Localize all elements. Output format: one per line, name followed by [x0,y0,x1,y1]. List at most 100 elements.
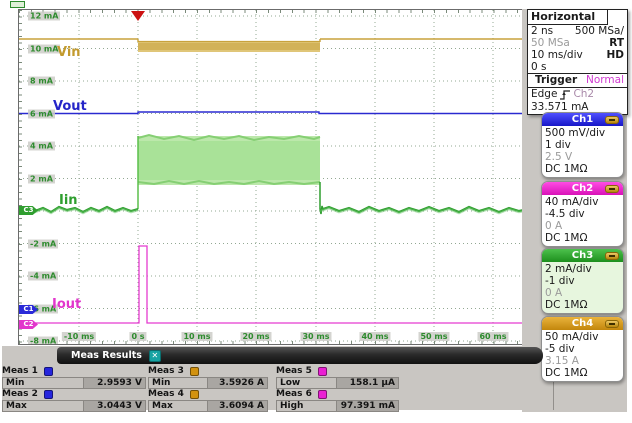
trigger-panel[interactable]: Trigger Normal [528,73,627,88]
ch4-settings: 50 mA/div -5 div 3.15 A DC 1MΩ [542,330,623,381]
ch4-offset: 3.15 A [545,355,579,367]
ch2-position-marker[interactable]: C2 [19,320,38,329]
x-axis-label: 60 ms [477,332,509,341]
top-minor-ticks [19,10,527,13]
ch3-offset: 0 A [545,287,563,299]
meas1-values: Min 2.9593 V [2,377,146,389]
y-axis-label: 2 mA [28,174,55,183]
horizontal-panel[interactable]: Horizontal 2 ns 500 MSa/ 50 MSa RT 10 ms… [527,9,628,115]
ch2-coupling: DC 1MΩ [545,232,588,244]
x-axis-label: 40 ms [359,332,391,341]
corner-marker [10,1,25,8]
meas2-stat: Max [2,400,84,412]
y-axis-label: 10 mA [28,44,61,53]
ch3-coupling: DC 1MΩ [545,299,588,311]
timebase: 10 ms/div [531,49,583,61]
ch3-name: Ch3 [571,250,594,261]
meas3-values: Min 3.5926 A [148,377,268,389]
y-axis-label: -4 mA [28,271,59,281]
trigger-position-marker[interactable] [131,11,145,21]
ch1-menu-icon[interactable] [605,115,619,124]
iout-trace [19,245,527,324]
ch2-menu-icon[interactable] [605,184,619,193]
meas-result-2: Meas 2 Max 3.0443 V [2,389,146,412]
meas4-stat: Max [148,400,208,412]
meas5-name: Meas 5 [276,366,312,376]
channel-panel-ch2[interactable]: Ch2 40 mA/div -4.5 div 0 A DC 1MΩ [541,181,624,247]
meas1-name: Meas 1 [2,366,38,376]
y-axis-label: 8 mA [28,76,55,86]
meas6-stat: High [276,400,337,412]
sample-rate: 500 MSa/ [574,25,624,37]
rising-edge-icon [560,89,571,100]
ch4-coupling: DC 1MΩ [545,367,588,379]
meas3-value: 3.5926 A [208,377,268,389]
tab-meas-results[interactable]: Meas Results ✕ [57,347,171,364]
ch3-menu-icon[interactable] [605,251,619,260]
trigger-level-row: 33.571 mA [528,101,627,114]
effective-rate: 50 MSa [531,37,570,49]
horizontal-row: 10 ms/div HD [528,49,627,61]
ch4-name: Ch4 [571,318,594,329]
meas1-source-icon [43,366,53,376]
ch4-header[interactable]: Ch4 [542,317,623,330]
waveform-display[interactable]: 12 mA 10 mA 8 mA 6 mA 4 mA 2 mA -2 mA -4… [18,9,528,345]
iout-trace-label: Iout [52,297,82,312]
meas4-header: Meas 4 [148,389,268,399]
close-icon[interactable]: ✕ [148,349,161,362]
ch3-settings: 2 mA/div -1 div 0 A DC 1MΩ [542,262,623,313]
ch4-scale: 50 mA/div [545,331,599,343]
sample-interval: 2 ns [531,25,554,37]
waveform-canvas [19,10,527,344]
meas6-header: Meas 6 [276,389,399,399]
ch1-name: Ch1 [571,114,594,125]
hd-flag: HD [606,49,624,61]
ch1-header[interactable]: Ch1 [542,113,623,126]
meas-result-6: Meas 6 High 97.391 mA [276,389,399,412]
x-axis-label: -10 ms [61,332,97,341]
y-axis-label: -8 mA [28,336,59,345]
meas4-name: Meas 4 [148,389,184,399]
meas2-value: 3.0443 V [84,400,146,412]
ch3-position: -1 div [545,275,575,287]
x-axis-label: 10 ms [181,332,213,341]
ch4-menu-icon[interactable] [605,319,619,328]
horizontal-row: 0 s [528,61,627,73]
meas3-header: Meas 3 [148,366,268,376]
meas6-value: 97.391 mA [337,400,399,412]
ch1-offset: 2.5 V [545,151,573,163]
ch3-position-marker[interactable]: C3 [19,206,38,215]
meas2-values: Max 3.0443 V [2,400,146,412]
channel-panel-ch4[interactable]: Ch4 50 mA/div -5 div 3.15 A DC 1MΩ [541,316,624,382]
y-axis-label: -6 mA [28,304,59,313]
ch2-position: -4.5 div [545,208,585,220]
meas4-values: Max 3.6094 A [148,400,268,412]
meas-result-5: Meas 5 Low 158.1 µA [276,366,399,389]
meas1-header: Meas 1 [2,366,146,376]
realtime-flag: RT [609,37,624,49]
ch4-position: -5 div [545,343,575,355]
ch1-coupling: DC 1MΩ [545,163,588,175]
meas6-name: Meas 6 [276,389,312,399]
ch3-header[interactable]: Ch3 [542,249,623,262]
x-axis-label: 50 ms [418,332,450,341]
channel-panel-ch3[interactable]: Ch3 2 mA/div -1 div 0 A DC 1MΩ [541,248,624,314]
meas3-stat: Min [148,377,208,389]
x-axis-label: 0 s [129,332,147,341]
ch2-name: Ch2 [571,183,594,194]
meas6-source-icon [317,389,327,399]
iin-trace-label: Iin [59,193,78,208]
y-axis-label: 6 mA [28,109,55,118]
bottom-minor-ticks [19,341,527,344]
channel-panel-ch1[interactable]: Ch1 500 mV/div 1 div 2.5 V DC 1MΩ [541,112,624,178]
x-axis-label: 30 ms [300,332,332,341]
meas5-header: Meas 5 [276,366,399,376]
vout-trace-label: Vout [53,99,87,114]
ch1-position-marker[interactable]: C1 [19,305,38,314]
horizontal-row: 2 ns 500 MSa/ [528,25,627,37]
vin-trace-label: Vin [57,45,81,60]
meas5-values: Low 158.1 µA [276,377,399,389]
ch2-header[interactable]: Ch2 [542,182,623,195]
vin-trace [19,38,527,52]
